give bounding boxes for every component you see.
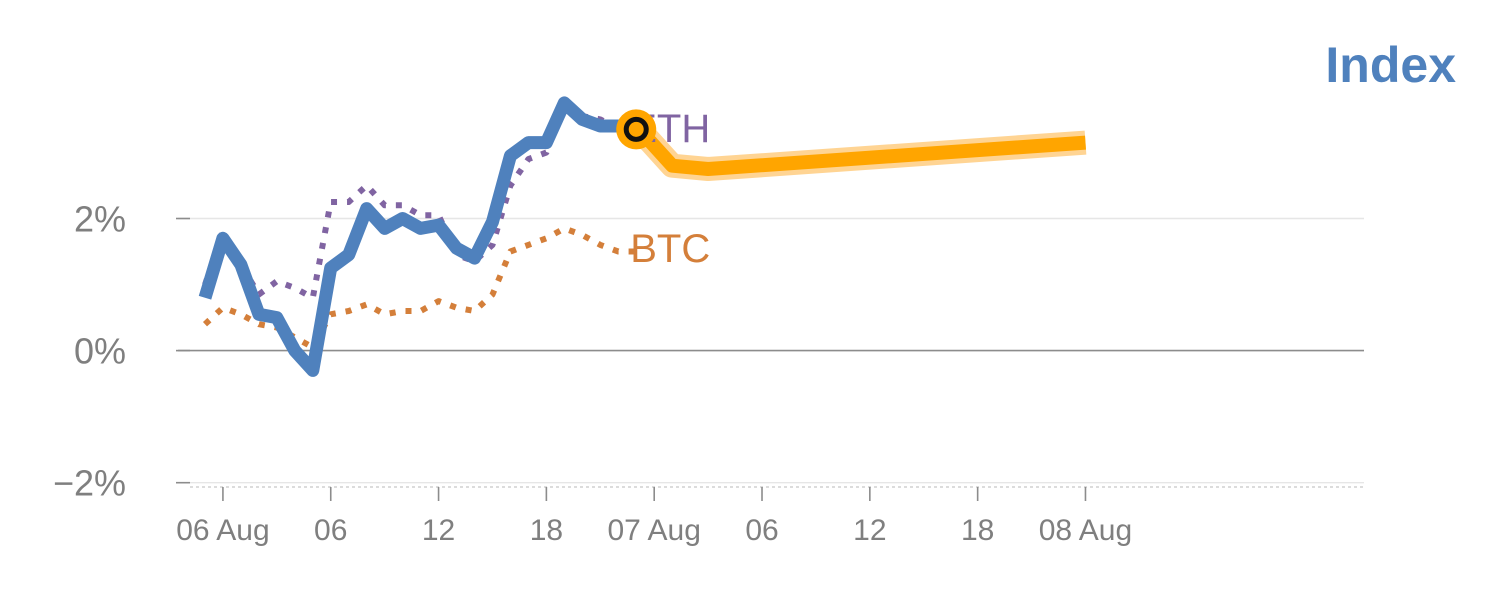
y-tick-label: −2% xyxy=(53,463,126,504)
y-tick-label: 2% xyxy=(74,199,126,240)
y-tick-label: 0% xyxy=(74,331,126,372)
x-tick-label: 12 xyxy=(853,514,886,547)
x-tick-label: 07 Aug xyxy=(607,514,700,547)
series-label-btc: BTC xyxy=(630,227,710,271)
x-tick-label: 06 xyxy=(314,514,347,547)
x-tick-label: 06 xyxy=(745,514,778,547)
x-tick-label: 12 xyxy=(422,514,455,547)
series-line-btc xyxy=(202,225,637,351)
axis-layer: −2% 0% 2% 06 Aug 06 12 18 07 Aug 06 12 18 08 Aug xyxy=(53,199,1364,547)
x-tick-label: 18 xyxy=(961,514,994,547)
series-line-index xyxy=(198,96,637,377)
series-line-eth xyxy=(202,99,637,301)
forecast-line xyxy=(631,121,1086,176)
x-tick-label: 08 Aug xyxy=(1039,514,1132,547)
marker-halo xyxy=(616,109,657,150)
index-label: Index xyxy=(1325,37,1456,93)
x-tick-label: 06 Aug xyxy=(176,514,269,547)
marker-ring xyxy=(623,116,649,142)
grid-layer xyxy=(178,217,1364,484)
x-tick-label: 18 xyxy=(530,514,563,547)
series-layer xyxy=(198,96,1087,377)
